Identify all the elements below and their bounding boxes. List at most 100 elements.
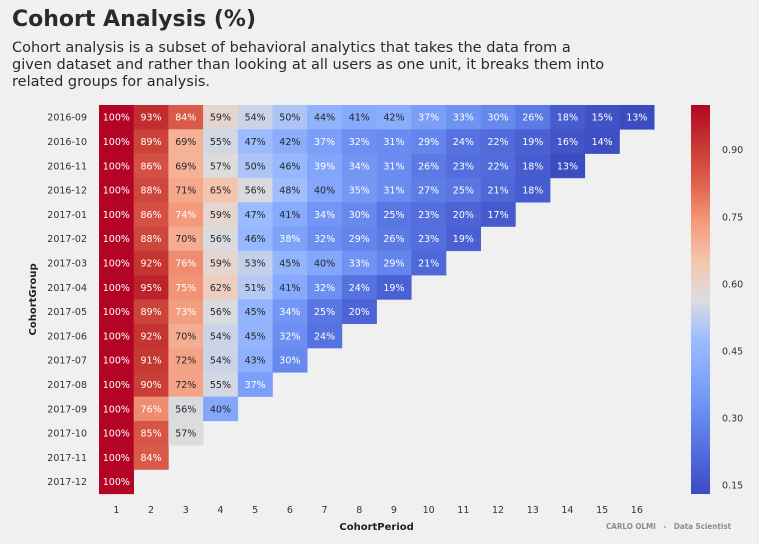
heatmap-cell: [133, 299, 169, 324]
y-tick-label: 2016-10: [47, 137, 87, 148]
cell-label: 84%: [140, 453, 161, 464]
y-tick-label: 2016-12: [47, 186, 87, 197]
y-tick-label: 2017-06: [47, 331, 87, 342]
heatmap-cell: [133, 250, 169, 276]
heatmap-cell: [341, 275, 377, 300]
cell-label: 71%: [175, 186, 196, 197]
heatmap-cell: [99, 323, 134, 349]
y-tick-label: 2017-08: [47, 380, 87, 391]
heatmap-cell: [272, 275, 308, 300]
cell-label: 100%: [103, 307, 130, 318]
y-tick-label: 2017-02: [47, 234, 87, 245]
cell-label: 84%: [175, 113, 196, 124]
heatmap-cell: [168, 250, 204, 276]
cell-label: 100%: [103, 429, 130, 440]
cell-label: 23%: [418, 234, 439, 245]
heatmap-cell: [168, 177, 204, 203]
heatmap-cell: [376, 275, 412, 300]
heatmap-cell: [272, 250, 308, 276]
cell-label: 31%: [383, 137, 404, 148]
cell-label: 65%: [210, 186, 231, 197]
heatmap-cell: [237, 299, 273, 324]
heatmap-cell: [99, 299, 134, 324]
heatmap-cell: [99, 420, 134, 446]
heatmap-cell: [203, 129, 239, 154]
cell-label: 42%: [383, 113, 404, 124]
heatmap-cell: [237, 275, 273, 300]
heatmap-cell: [272, 348, 308, 373]
cell-label: 26%: [383, 234, 404, 245]
cell-label: 55%: [210, 380, 231, 391]
heatmap-cell: [99, 396, 134, 422]
cell-label: 13%: [557, 161, 578, 172]
heatmap-cell: [550, 153, 586, 179]
cell-label: 54%: [245, 113, 266, 124]
cell-label: 100%: [103, 331, 130, 342]
cell-label: 86%: [140, 210, 161, 221]
heatmap-cell: [203, 226, 239, 252]
cell-label: 29%: [349, 234, 370, 245]
cell-label: 33%: [349, 258, 370, 269]
heatmap-cell: [376, 202, 412, 227]
heatmap-cell: [168, 129, 204, 154]
cell-label: 41%: [279, 283, 300, 294]
cell-label: 23%: [418, 210, 439, 221]
heatmap-cell: [446, 129, 481, 154]
cell-label: 76%: [175, 258, 196, 269]
cell-label: 100%: [103, 283, 130, 294]
heatmap-cell: [99, 177, 134, 203]
cell-label: 92%: [140, 258, 161, 269]
heatmap-cell: [515, 129, 551, 154]
cell-label: 45%: [245, 331, 266, 342]
cell-label: 56%: [175, 404, 196, 415]
heatmap-cell: [99, 153, 134, 179]
cell-label: 34%: [349, 161, 370, 172]
cell-label: 73%: [175, 307, 196, 318]
cell-label: 15%: [592, 113, 613, 124]
heatmap-cell: [133, 420, 169, 446]
cell-label: 56%: [210, 234, 231, 245]
heatmap-cell: [133, 202, 169, 227]
cell-label: 22%: [487, 137, 508, 148]
author-credit: CARLO OLMI - Data Scientist: [606, 522, 732, 531]
heatmap-cell: [341, 226, 377, 252]
heatmap-cell: [272, 323, 308, 349]
colorbar-tick-label: 0.90: [722, 145, 743, 156]
cell-label: 19%: [522, 137, 543, 148]
heatmap-cell: [99, 469, 134, 495]
cell-label: 30%: [487, 113, 508, 124]
x-tick-label: 4: [217, 505, 223, 516]
heatmap-cell: [237, 202, 273, 227]
x-tick-label: 8: [356, 505, 362, 516]
heatmap-cell: [203, 396, 239, 422]
cell-label: 32%: [314, 234, 335, 245]
y-tick-label: 2017-07: [47, 356, 87, 367]
cell-label: 44%: [314, 113, 335, 124]
cell-label: 100%: [103, 380, 130, 391]
cell-label: 55%: [210, 137, 231, 148]
heatmap-cell: [411, 129, 447, 154]
cell-label: 30%: [349, 210, 370, 221]
cell-label: 76%: [140, 404, 161, 415]
colorbar-tick-label: 0.60: [722, 279, 743, 290]
y-axis-label: CohortGroup: [28, 263, 39, 335]
heatmap-cell: [341, 299, 377, 324]
cell-label: 31%: [383, 186, 404, 197]
heatmap-cell: [168, 275, 204, 300]
heatmap-cell: [203, 299, 239, 324]
cell-label: 69%: [175, 161, 196, 172]
cell-label: 47%: [245, 137, 266, 148]
cell-label: 20%: [349, 307, 370, 318]
cell-label: 26%: [522, 113, 543, 124]
heatmap-cell: [411, 250, 447, 276]
cell-label: 18%: [522, 161, 543, 172]
heatmap-cell: [133, 445, 169, 470]
heatmap-cell: [237, 105, 273, 130]
heatmap-cell: [515, 105, 551, 130]
heatmap-cell: [168, 372, 204, 397]
cell-label: 32%: [314, 283, 335, 294]
cell-label: 90%: [140, 380, 161, 391]
cell-label: 100%: [103, 453, 130, 464]
heatmap-cell: [515, 177, 551, 203]
